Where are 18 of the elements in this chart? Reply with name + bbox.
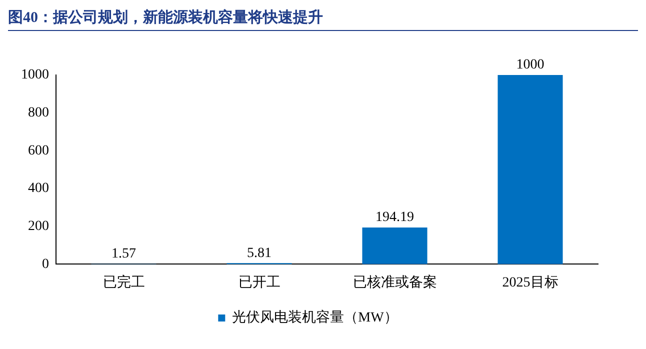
legend-label: 光伏风电装机容量（MW） — [232, 310, 398, 326]
x-tick-label: 已开工 — [238, 275, 280, 290]
x-tick-label: 已完工 — [102, 274, 145, 290]
bar — [498, 75, 563, 264]
data-label: 1.57 — [112, 246, 136, 262]
data-label: 194.19 — [376, 210, 414, 226]
chart-title: 图40：据公司规划，新能源装机容量将快速提升 — [8, 8, 638, 31]
x-tick-label: 已核准或备案 — [352, 273, 437, 290]
y-tick-label: 200 — [28, 219, 49, 234]
bar — [362, 227, 428, 264]
y-tick-label: 0 — [42, 256, 49, 272]
x-tick-label: 2025目标 — [502, 274, 558, 290]
data-label: 1000 — [516, 58, 544, 73]
y-tick-label: 600 — [28, 143, 49, 158]
data-label: 5.81 — [247, 246, 272, 261]
y-tick-label: 400 — [28, 181, 49, 196]
y-tick-label: 800 — [28, 106, 49, 121]
y-tick-label: 1000 — [21, 68, 49, 83]
